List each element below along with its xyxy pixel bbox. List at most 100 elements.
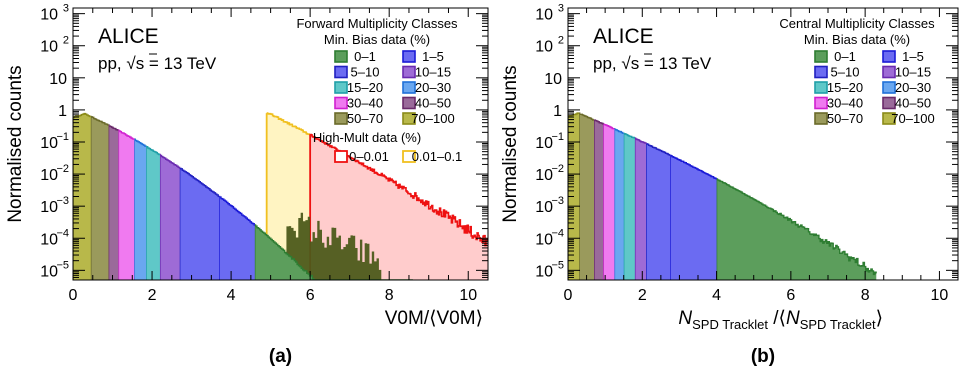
class-outline-10–15	[634, 137, 647, 144]
system-label: pp, √s = 13 TeV	[98, 54, 217, 73]
x-axis-label: V0M/⟨V0M⟩	[385, 308, 483, 329]
class-area-40–50	[594, 119, 604, 280]
system-label: pp, √s = 13 TeV	[593, 54, 712, 73]
class-area-5–10	[179, 168, 220, 280]
class-area-1–5	[670, 155, 717, 280]
legend-entry: 0–0.01	[349, 149, 389, 164]
legend-swatch-50–70	[814, 112, 828, 125]
class-area-30–40	[603, 124, 615, 280]
class-area-20–30	[614, 128, 624, 280]
class-outline-50–70	[90, 115, 109, 126]
legend-entry: 0.01–0.1	[412, 149, 463, 164]
legend-swatch-50–70	[334, 112, 348, 125]
y-tick-label: 1	[58, 103, 67, 120]
x-tick-label: 2	[638, 287, 647, 304]
y-tick-label: 10	[40, 7, 58, 24]
class-outline-15–20	[623, 132, 635, 139]
y-tick-exponent: −5	[56, 259, 69, 271]
y-tick-label: 10	[40, 135, 58, 152]
class-area-15–20	[623, 133, 635, 280]
y-tick-label: 10	[40, 199, 58, 216]
y-tick-exponent: −3	[56, 195, 69, 207]
class-area-0–1	[716, 178, 877, 280]
x-tick-label: 4	[227, 287, 236, 304]
y-tick-exponent: 3	[63, 3, 69, 15]
class-outline-20–30	[134, 138, 147, 147]
panel-label: (a)	[269, 346, 292, 367]
class-area-50–70	[579, 113, 594, 280]
legend-title: Central Multiplicity Classes	[779, 16, 935, 31]
legend-swatch-20–30	[402, 81, 416, 94]
legend-entry: 1–5	[902, 49, 924, 64]
y-tick-exponent: −5	[551, 259, 564, 271]
x-tick-label: 6	[786, 287, 795, 304]
y-tick-exponent: 2	[63, 35, 69, 47]
legend-swatch-15–20	[334, 81, 348, 94]
plot-frame	[72, 7, 489, 281]
legend-entry: 70–100	[411, 111, 454, 126]
plot-area	[568, 112, 877, 280]
legend-swatch-1–5	[882, 50, 896, 63]
legend-entry: 5–10	[831, 65, 860, 80]
y-tick-label: 10	[535, 263, 553, 280]
y-tick-exponent: −2	[56, 163, 69, 175]
class-outline-5–10	[179, 167, 220, 198]
y-tick-label: 10	[535, 7, 553, 24]
y-tick-label: 10	[40, 263, 58, 280]
class-area-20–30	[134, 139, 147, 280]
y-tick-exponent: −3	[551, 195, 564, 207]
y-tick-exponent: 3	[558, 3, 564, 15]
class-outline-40–50	[108, 124, 119, 131]
legend-title: Forward Multiplicity Classes	[296, 16, 458, 31]
y-tick-exponent: 2	[558, 35, 564, 47]
highmult-outline-0.01–0.1	[266, 112, 311, 136]
legend-entry: 10–15	[895, 65, 931, 80]
y-tick-label: 10	[535, 167, 553, 184]
y-tick-label: 10	[40, 231, 58, 248]
y-tick-label: 10	[535, 39, 553, 56]
class-outline-5–10	[646, 143, 671, 156]
class-outline-50–70	[579, 112, 594, 121]
y-tick-label: 10	[40, 39, 58, 56]
legend-swatch-10–15	[402, 65, 416, 79]
legend-entry: 10–15	[415, 65, 451, 80]
legend-swatch-70–100	[882, 112, 896, 125]
legend-subtitle-highmult: High-Mult data (%)	[313, 130, 421, 145]
legend-entry: 15–20	[347, 80, 383, 95]
y-tick-label: 10	[535, 199, 553, 216]
class-outline-0–1	[254, 224, 413, 280]
panel-label: (b)	[751, 346, 775, 367]
legend-entry: 15–20	[827, 80, 863, 95]
legend-entry: 40–50	[895, 96, 931, 111]
class-outline-30–40	[603, 123, 615, 130]
legend-swatch-30–40	[334, 96, 348, 110]
experiment-label: ALICE	[593, 25, 654, 48]
experiment-label: ALICE	[98, 25, 159, 48]
x-tick-label: 4	[712, 287, 721, 304]
legend-entry: 20–30	[415, 80, 451, 95]
class-outline-30–40	[117, 129, 135, 140]
class-outline-1–5	[670, 154, 717, 180]
class-area-0–1	[254, 225, 413, 280]
class-area-15–20	[146, 146, 160, 280]
y-tick-label: 10	[544, 71, 562, 88]
highmult-tail	[286, 212, 382, 280]
legend-swatch-1–5	[402, 50, 416, 63]
y-tick-exponent: −1	[56, 131, 69, 143]
legend-entry: 40–50	[415, 96, 451, 111]
legend-swatch-0–1	[334, 50, 348, 63]
legend-subtitle: Min. Bias data (%)	[324, 32, 430, 47]
y-tick-exponent: −2	[551, 163, 564, 175]
y-tick-exponent: −4	[551, 227, 564, 239]
class-area-10–15	[159, 154, 180, 280]
legend-swatch-10–15	[882, 65, 896, 79]
legend-entry: 1–5	[422, 49, 444, 64]
x-tick-label: 8	[385, 287, 394, 304]
class-area-1–5	[219, 196, 255, 280]
class-outline-0–1	[716, 178, 877, 276]
y-axis-label: Normalised counts	[500, 65, 521, 222]
class-outline-1–5	[218, 195, 255, 226]
legend-entry: 0–1	[834, 49, 856, 64]
legend-entry: 0–1	[354, 49, 376, 64]
